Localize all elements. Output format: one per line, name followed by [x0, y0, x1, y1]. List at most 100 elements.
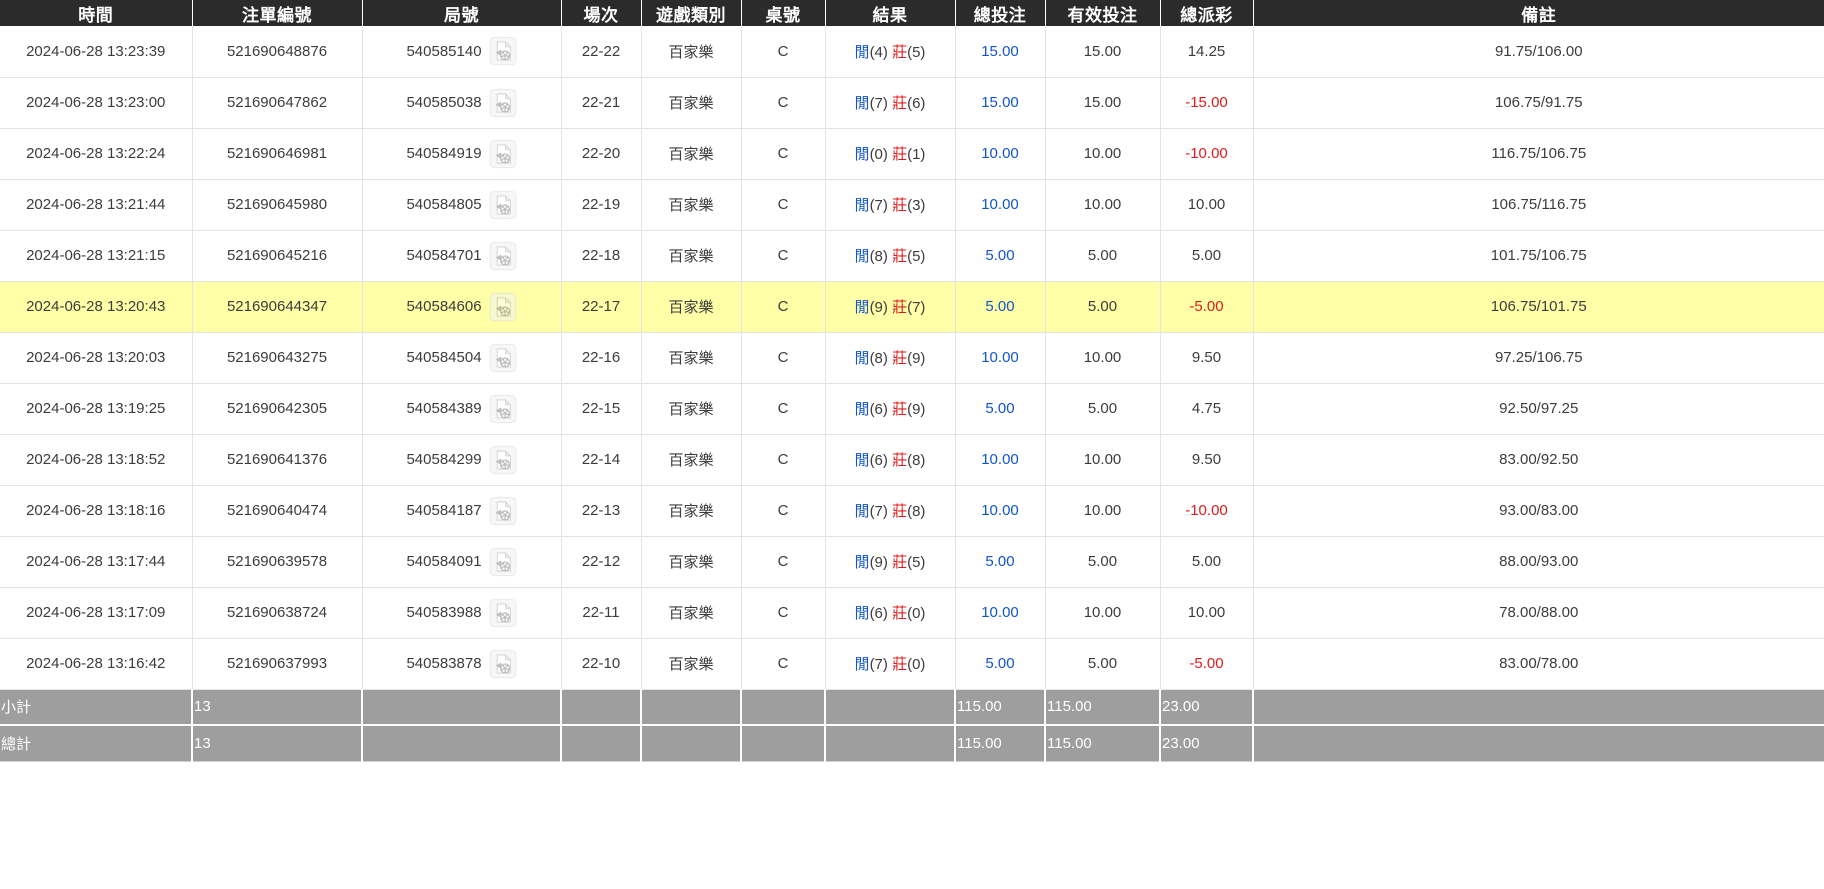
cell-table-no: C — [741, 230, 826, 282]
column-header-valid[interactable]: 有效投注 — [1045, 0, 1161, 26]
column-header-stake[interactable]: 總投注 — [955, 0, 1046, 26]
summary-label: 總計 — [0, 725, 193, 762]
bet-id: 521690639578 — [226, 553, 328, 570]
table-number: C — [777, 94, 789, 111]
table-row[interactable]: 2024-06-28 13:22:24 521690646981 540584919… — [0, 128, 1824, 180]
game-type: 百家樂 — [668, 554, 714, 571]
cell-round[interactable]: 540584606 — [362, 281, 562, 333]
cell-valid-stake: 10.00 — [1045, 587, 1161, 639]
summary-label-value: 小計 — [1, 699, 32, 717]
column-header-table-no[interactable]: 桌號 — [741, 0, 826, 26]
cell-time: 2024-06-28 13:17:09 — [0, 587, 193, 639]
table-row[interactable]: 2024-06-28 13:23:39 521690648876 540585140… — [0, 26, 1824, 78]
banker-label: 莊 — [892, 95, 908, 112]
summary-row: 小計 13 115.00 115.00 23.00 — [0, 689, 1824, 726]
banker-label: 莊 — [892, 503, 908, 520]
video-file-icon[interactable] — [489, 36, 517, 66]
cell-result: 閒(7) 莊(0) — [825, 638, 956, 690]
table-row[interactable]: 2024-06-28 13:20:43 521690644347 540584606… — [0, 281, 1824, 333]
table-row[interactable]: 2024-06-28 13:23:00 521690647862 540585038… — [0, 77, 1824, 129]
video-file-icon[interactable] — [489, 649, 517, 679]
cell-round[interactable]: 540583988 — [362, 587, 562, 639]
table-row[interactable]: 2024-06-28 13:18:52 521690641376 540584299… — [0, 434, 1824, 486]
player-label: 閒 — [854, 401, 870, 418]
cell-total-payout: -10.00 — [1160, 485, 1254, 537]
round-number: 540584606 — [406, 298, 482, 315]
total-payout: -5.00 — [1189, 298, 1224, 315]
table-row[interactable]: 2024-06-28 13:17:44 521690639578 540584091… — [0, 536, 1824, 588]
note-value: 106.75/101.75 — [1490, 298, 1587, 315]
result-value: 閒(9) 莊(5) — [855, 554, 926, 571]
cell-round[interactable]: 540584504 — [362, 332, 562, 384]
table-row[interactable]: 2024-06-28 13:16:42 521690637993 540583878… — [0, 638, 1824, 690]
column-header-time[interactable]: 時間 — [0, 0, 193, 26]
summary-note — [1253, 689, 1824, 726]
game-type: 百家樂 — [668, 248, 714, 265]
valid-stake: 15.00 — [1083, 94, 1122, 111]
cell-total-payout: 9.50 — [1160, 332, 1254, 384]
cell-round[interactable]: 540584091 — [362, 536, 562, 588]
cell-round[interactable]: 540583878 — [362, 638, 562, 690]
cell-note: 78.00/88.00 — [1253, 587, 1824, 639]
column-header-game[interactable]: 遊戲類別 — [641, 0, 742, 26]
column-header-bet-id[interactable]: 注單編號 — [192, 0, 363, 26]
table-row[interactable]: 2024-06-28 13:21:15 521690645216 540584701… — [0, 230, 1824, 282]
table-number: C — [777, 553, 789, 570]
cell-shoe: 22-13 — [561, 485, 642, 537]
column-header-shoe[interactable]: 場次 — [561, 0, 642, 26]
cell-note: 93.00/83.00 — [1253, 485, 1824, 537]
total-payout: 10.00 — [1187, 196, 1226, 213]
result-value: 閒(8) 莊(9) — [855, 350, 926, 367]
bet-time: 2024-06-28 13:17:09 — [26, 604, 166, 621]
cell-round[interactable]: 540584805 — [362, 179, 562, 231]
result-value: 閒(0) 莊(1) — [855, 146, 926, 163]
cell-bet-id: 521690637993 — [192, 638, 363, 690]
video-file-icon[interactable] — [489, 139, 517, 169]
video-file-icon[interactable] — [489, 598, 517, 628]
cell-round[interactable]: 540584299 — [362, 434, 562, 486]
table-row[interactable]: 2024-06-28 13:17:09 521690638724 540583988… — [0, 587, 1824, 639]
table-row[interactable]: 2024-06-28 13:20:03 521690643275 540584504… — [0, 332, 1824, 384]
cell-total-payout: -5.00 — [1160, 638, 1254, 690]
column-header-note[interactable]: 備註 — [1253, 0, 1824, 26]
cell-game-type: 百家樂 — [641, 77, 742, 129]
total-stake: 10.00 — [981, 349, 1019, 366]
table-row[interactable]: 2024-06-28 13:18:16 521690640474 540584187… — [0, 485, 1824, 537]
table-row[interactable]: 2024-06-28 13:21:44 521690645980 540584805… — [0, 179, 1824, 231]
total-payout: 5.00 — [1191, 553, 1222, 570]
cell-round[interactable]: 540584919 — [362, 128, 562, 180]
video-file-icon[interactable] — [489, 292, 517, 322]
cell-total-stake: 15.00 — [955, 26, 1046, 78]
video-file-icon[interactable] — [489, 190, 517, 220]
video-file-icon[interactable] — [489, 394, 517, 424]
valid-stake: 5.00 — [1087, 247, 1118, 264]
table-row[interactable]: 2024-06-28 13:19:25 521690642305 540584389… — [0, 383, 1824, 435]
video-file-icon[interactable] — [489, 343, 517, 373]
game-type: 百家樂 — [668, 95, 714, 112]
cell-total-payout: 10.00 — [1160, 587, 1254, 639]
cell-note: 106.75/116.75 — [1253, 179, 1824, 231]
cell-round[interactable]: 540584701 — [362, 230, 562, 282]
table-number: C — [777, 400, 789, 417]
cell-note: 91.75/106.00 — [1253, 26, 1824, 78]
video-file-icon[interactable] — [489, 547, 517, 577]
summary-label-value: 總計 — [1, 735, 32, 753]
cell-round[interactable]: 540585140 — [362, 26, 562, 78]
video-file-icon[interactable] — [489, 241, 517, 271]
cell-round[interactable]: 540584389 — [362, 383, 562, 435]
cell-time: 2024-06-28 13:23:39 — [0, 26, 193, 78]
result-value: 閒(8) 莊(5) — [855, 248, 926, 265]
video-file-icon[interactable] — [489, 445, 517, 475]
game-type: 百家樂 — [668, 43, 714, 61]
cell-game-type: 百家樂 — [641, 281, 742, 333]
cell-total-stake: 5.00 — [955, 281, 1046, 333]
video-file-icon[interactable] — [489, 496, 517, 526]
cell-round[interactable]: 540585038 — [362, 77, 562, 129]
column-header-result[interactable]: 結果 — [825, 0, 956, 26]
column-header-round[interactable]: 局號 — [362, 0, 562, 26]
video-file-icon[interactable] — [489, 88, 517, 118]
cell-result: 閒(6) 莊(0) — [825, 587, 956, 639]
cell-round[interactable]: 540584187 — [362, 485, 562, 537]
column-header-payout[interactable]: 總派彩 — [1160, 0, 1254, 26]
bet-time: 2024-06-28 13:23:39 — [26, 42, 166, 60]
